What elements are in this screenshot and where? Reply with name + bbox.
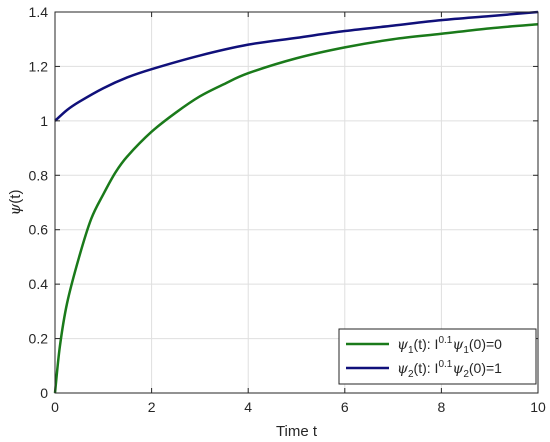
- legend-2-sup: 0.1: [438, 359, 452, 370]
- y-axis-label-symbol: ψ: [6, 203, 24, 215]
- legend-1-symbol2: ψ: [452, 337, 464, 353]
- x-tick-label: 10: [530, 399, 546, 415]
- legend-box: [338, 328, 537, 385]
- legend-1-sub2: 1: [463, 345, 469, 356]
- y-tick-label: 1.2: [29, 58, 49, 74]
- legend-label-series-1: ψ1(t): I0.1ψ1(0)=0: [397, 335, 502, 356]
- y-tick-label: 0.8: [29, 167, 49, 183]
- legend-2-tail: (0)=1: [469, 360, 502, 376]
- x-tick-label: 6: [341, 399, 349, 415]
- legend-2-sub2: 2: [463, 369, 469, 380]
- legend-1-tail: (0)=0: [469, 336, 502, 352]
- y-tick-label: 0: [40, 385, 48, 401]
- y-tick-label: 0.4: [29, 276, 49, 292]
- y-tick-label: 0.6: [29, 222, 49, 238]
- legend-2-mid: (t): I: [414, 360, 439, 376]
- legend-label-series-2: ψ2(t): I0.1ψ2(0)=1: [397, 359, 502, 380]
- legend-1-symbol: ψ: [397, 337, 409, 353]
- legend: ψ1(t): I0.1ψ1(0)=0 ψ2(t): I0.1ψ2(0)=1: [338, 328, 537, 385]
- legend-2-symbol: ψ: [397, 361, 409, 377]
- x-axis-label: Time t: [276, 423, 318, 440]
- y-tick-label: 0.2: [29, 331, 49, 347]
- series-2-line: [54, 10, 539, 122]
- x-tick-label: 4: [244, 399, 252, 415]
- legend-1-sub: 1: [408, 345, 414, 356]
- y-axis-label-rest: (t): [7, 190, 24, 204]
- legend-2-symbol2: ψ: [452, 361, 464, 377]
- axis-ticks: 0 2 4 6 8 10 0 0.2 0.4 0.6 0.8 1 1.2 1.4: [29, 4, 546, 415]
- series-1-line: [53, 23, 539, 394]
- legend-1-mid: (t): I: [414, 336, 439, 352]
- y-tick-label: 1: [40, 113, 48, 129]
- x-tick-label: 2: [148, 399, 156, 415]
- x-tick-label: 0: [51, 399, 59, 415]
- y-axis-label: ψ(t): [6, 190, 24, 216]
- y-tick-label: 1.4: [29, 4, 49, 20]
- plot-frame: [54, 11, 539, 394]
- x-tick-label: 8: [438, 399, 446, 415]
- legend-2-sub: 2: [408, 369, 414, 380]
- legend-1-sup: 0.1: [438, 335, 452, 346]
- series-lines: [53, 10, 539, 394]
